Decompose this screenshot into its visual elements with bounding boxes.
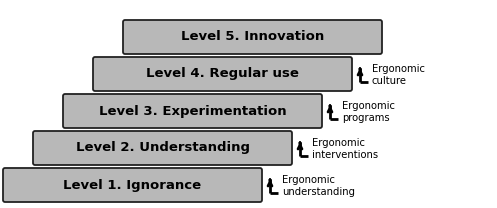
FancyBboxPatch shape — [93, 57, 352, 91]
Text: Level 2. Understanding: Level 2. Understanding — [76, 141, 249, 155]
Text: Level 5. Innovation: Level 5. Innovation — [181, 31, 324, 43]
Text: Ergonomic
understanding: Ergonomic understanding — [282, 175, 355, 197]
FancyBboxPatch shape — [33, 131, 292, 165]
FancyBboxPatch shape — [3, 168, 262, 202]
Text: Ergonomic
programs: Ergonomic programs — [342, 101, 395, 123]
Text: Ergonomic
interventions: Ergonomic interventions — [312, 138, 378, 160]
Text: Level 3. Experimentation: Level 3. Experimentation — [99, 104, 286, 118]
FancyBboxPatch shape — [123, 20, 382, 54]
Text: Level 1. Ignorance: Level 1. Ignorance — [64, 178, 202, 192]
Text: Ergonomic
culture: Ergonomic culture — [372, 64, 425, 86]
Text: Level 4. Regular use: Level 4. Regular use — [146, 68, 299, 80]
FancyBboxPatch shape — [63, 94, 322, 128]
